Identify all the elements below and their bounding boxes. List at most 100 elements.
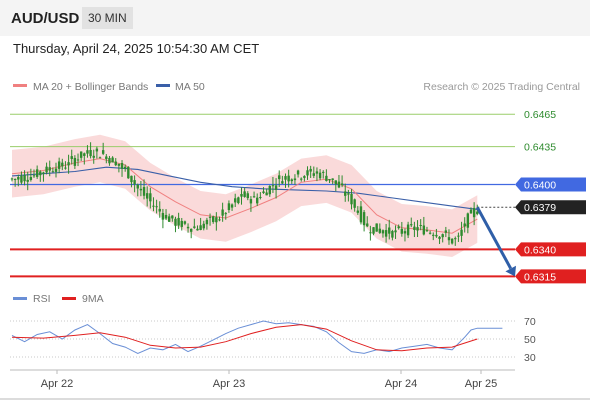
rsi-legend-swatch	[13, 297, 27, 300]
candle-body	[328, 179, 331, 181]
candle-body	[334, 180, 338, 185]
rsi-ma-legend-label: 9MA	[82, 293, 104, 305]
candle-body	[167, 216, 171, 222]
ma20-legend-label: MA 20 + Bollinger Bands	[33, 81, 148, 93]
price-label-box	[515, 269, 586, 284]
forecast-arrow	[475, 206, 516, 277]
candle-body	[243, 191, 246, 197]
candle-body	[212, 216, 215, 222]
candle-body	[444, 230, 448, 233]
price-label-box	[515, 242, 586, 257]
header-bar: AUD/USD 30 MIN	[0, 0, 590, 36]
rsi-ma-legend-swatch	[62, 297, 76, 300]
candle-body	[252, 196, 256, 198]
symbol-label: AUD/USD	[11, 10, 80, 27]
candle-body	[193, 226, 196, 228]
rsi-ma-path	[11, 324, 478, 352]
candle-body	[284, 176, 287, 180]
candle-body	[322, 171, 325, 173]
rsi-tick-label: 30	[524, 352, 536, 364]
candles	[10, 142, 479, 246]
candle-body	[208, 216, 212, 218]
price-level-label: 0.6315	[524, 271, 556, 283]
candle-body	[359, 206, 363, 223]
source-credit: Research © 2025 Trading Central	[423, 81, 580, 93]
candle-body	[35, 169, 39, 177]
candle-body	[432, 234, 435, 236]
ma50-line	[11, 166, 478, 210]
candle-body	[111, 157, 114, 163]
candle-body	[180, 220, 183, 227]
candle-body	[92, 155, 95, 158]
candle-body	[32, 175, 36, 177]
candle-body	[454, 238, 457, 240]
candle-body	[67, 162, 70, 166]
candle-body	[388, 227, 391, 234]
candle-body	[394, 230, 397, 233]
candle-body	[428, 232, 432, 234]
rsi-path	[11, 320, 503, 354]
candle-body	[145, 193, 149, 199]
candle-body	[23, 175, 26, 182]
candle-body	[45, 166, 48, 173]
price-labels: 0.6465 0.6435 0.6400 0.6379 0.6340 0.6315	[515, 109, 586, 284]
candle-body	[26, 179, 29, 182]
candle-body	[340, 183, 344, 186]
candle-body	[155, 206, 158, 208]
candle-body	[369, 232, 372, 234]
x-tick-label: Apr 23	[213, 378, 245, 390]
candle-body	[419, 225, 422, 227]
x-tick-label: Apr 25	[465, 378, 497, 390]
candle-body	[205, 219, 209, 225]
candle-body	[139, 188, 143, 191]
candle-body	[101, 150, 105, 154]
candle-body	[397, 226, 400, 229]
candle-body	[234, 198, 237, 203]
candle-body	[79, 151, 83, 158]
candle-body	[315, 171, 319, 174]
candle-body	[441, 234, 444, 238]
candle-body	[281, 181, 284, 184]
candle-body	[149, 193, 152, 202]
candle-body	[318, 172, 322, 179]
candle-body	[183, 221, 187, 224]
timeframe-button[interactable]: 30 MIN	[82, 7, 133, 29]
price-level-label: 0.6379	[524, 202, 556, 214]
candle-body	[312, 173, 315, 176]
candle-body	[463, 223, 466, 227]
candle-body	[274, 185, 278, 190]
rsi-tick-label: 70	[524, 316, 536, 328]
candle-body	[86, 150, 89, 154]
candle-body	[70, 156, 73, 159]
candle-body	[290, 179, 293, 182]
candle-body	[10, 178, 14, 180]
price-level-label: 0.6435	[524, 142, 556, 154]
candle-body	[171, 215, 174, 219]
candle-body	[133, 180, 136, 185]
candle-body	[337, 181, 341, 188]
candle-body	[199, 225, 202, 230]
candle-body	[61, 162, 64, 167]
x-axis: Apr 22 Apr 23 Apr 24 Apr 25	[41, 370, 497, 390]
forecast-arrow-shaft	[475, 206, 513, 270]
candle-body	[403, 231, 407, 234]
candle-body	[215, 217, 218, 223]
bottom-divider	[0, 398, 590, 400]
candle-body	[51, 171, 55, 173]
candle-body	[64, 167, 67, 169]
candle-body	[416, 227, 419, 231]
candle-body	[372, 227, 375, 234]
candle-body	[460, 229, 463, 236]
candle-body	[303, 176, 306, 178]
candle-body	[447, 237, 451, 241]
candle-body	[221, 209, 224, 216]
candle-body	[457, 235, 460, 237]
candle-body	[362, 212, 366, 226]
price-level-label: 0.6400	[524, 180, 556, 192]
price-label-box	[515, 200, 586, 215]
candle-body	[278, 175, 281, 180]
candle-body	[108, 157, 111, 164]
candle-body	[476, 211, 479, 215]
candle-body	[347, 193, 350, 195]
candle-body	[48, 167, 51, 171]
